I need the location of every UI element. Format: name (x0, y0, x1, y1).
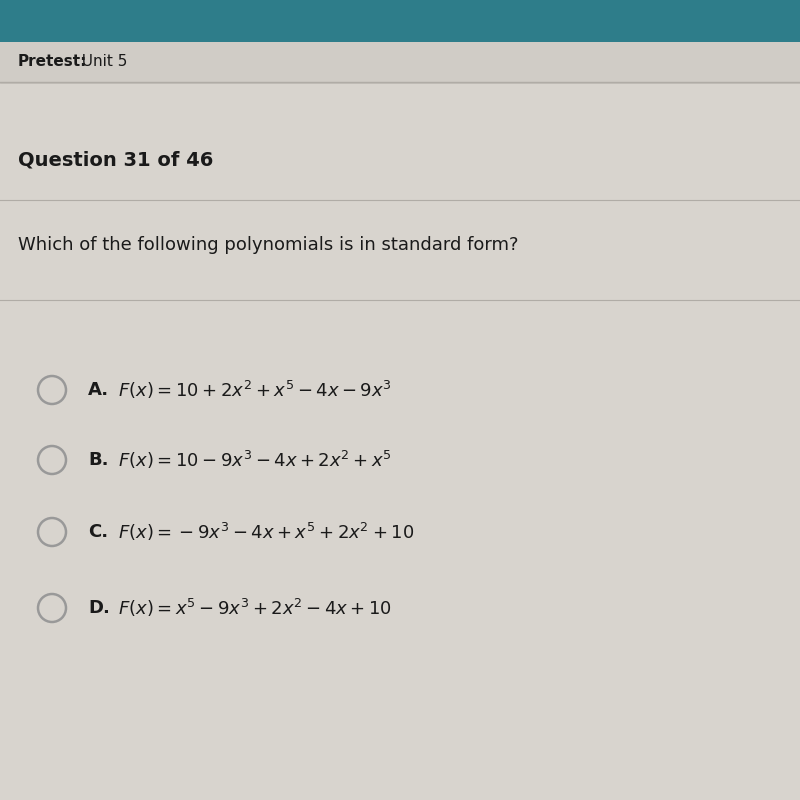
Bar (0, 0, 800, 42)
Text: $F(x) = 10+2x^2 + x^5 - 4x - 9x^3$: $F(x) = 10+2x^2 + x^5 - 4x - 9x^3$ (118, 379, 392, 401)
Text: $F(x) = 10-9x^3 - 4x+2x^2 + x^5$: $F(x) = 10-9x^3 - 4x+2x^2 + x^5$ (118, 449, 392, 471)
Bar (0, 82, 800, 800)
Text: B.: B. (88, 451, 109, 469)
Text: Which of the following polynomials is in standard form?: Which of the following polynomials is in… (18, 236, 518, 254)
Circle shape (38, 376, 66, 404)
Text: D.: D. (88, 599, 110, 617)
Circle shape (38, 518, 66, 546)
Text: Question 31 of 46: Question 31 of 46 (18, 150, 214, 170)
Circle shape (38, 594, 66, 622)
Circle shape (38, 446, 66, 474)
Text: C.: C. (88, 523, 108, 541)
Text: $F(x) = x^5 -9x^3 +2x^2 - 4x+10$: $F(x) = x^5 -9x^3 +2x^2 - 4x+10$ (118, 597, 392, 619)
Text: Pretest:: Pretest: (18, 54, 87, 70)
Bar (0, 42, 800, 82)
Text: Unit 5: Unit 5 (72, 54, 127, 70)
Text: $F(x) = -9x^3 - 4x + x^5 +2x^2 +10$: $F(x) = -9x^3 - 4x + x^5 +2x^2 +10$ (118, 521, 414, 543)
Text: A.: A. (88, 381, 109, 399)
